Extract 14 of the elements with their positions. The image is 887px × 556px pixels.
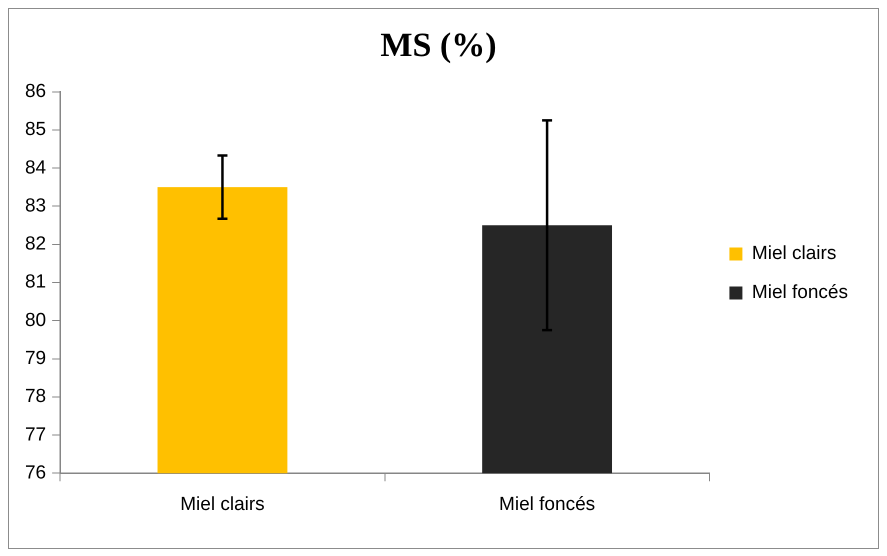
y-tick-label: 81: [24, 272, 46, 293]
legend-label: Miel foncés: [752, 282, 848, 304]
y-tick-label: 85: [24, 119, 46, 140]
y-tick-label: 82: [24, 234, 46, 255]
y-tick-label: 77: [24, 424, 46, 446]
y-tick-label: 83: [24, 195, 46, 216]
y-tick-label: 84: [24, 157, 47, 178]
y-tick-label: 79: [24, 348, 46, 370]
chart-title: MS (%): [380, 27, 497, 64]
y-tick-label: 78: [24, 386, 46, 408]
y-tick-label: 86: [24, 81, 46, 102]
legend-label: Miel clairs: [752, 243, 836, 264]
y-tick-label: 76: [24, 462, 46, 484]
y-tick-label: 80: [24, 310, 46, 331]
